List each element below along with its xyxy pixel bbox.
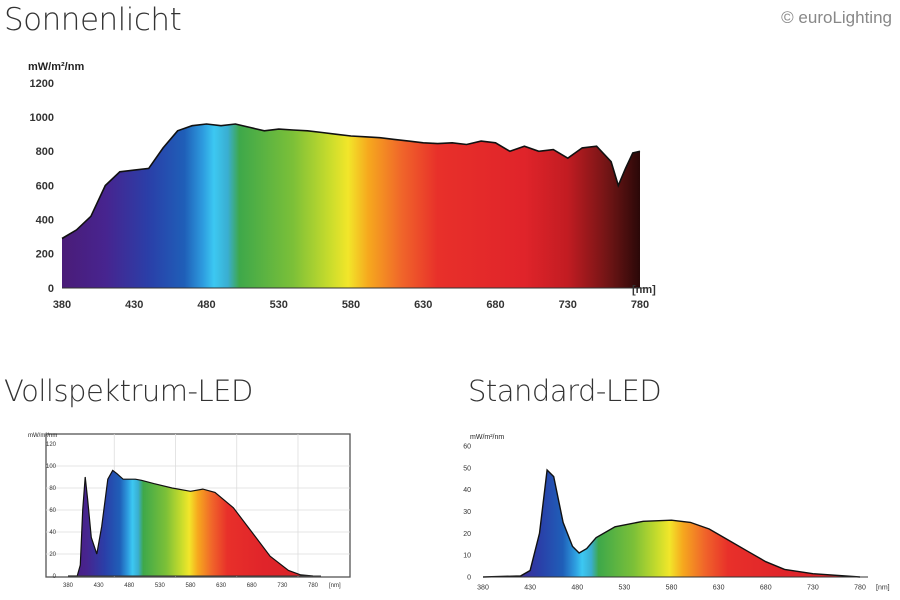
x-tick-label: 780: [308, 583, 319, 589]
plot-frame: [45, 433, 351, 578]
x-tick-label: 530: [619, 585, 631, 592]
x-tick-label: 730: [807, 585, 819, 592]
x-tick-label: 480: [571, 585, 583, 592]
x-tick-label: 680: [760, 585, 772, 592]
x-tick-label: 480: [124, 583, 135, 589]
y-axis-label: mW/m²/nm: [470, 434, 504, 441]
y-tick-label: 40: [49, 530, 56, 536]
y-tick-label: 1000: [30, 112, 54, 124]
x-tick-label: 580: [185, 583, 196, 589]
spectrum-line: [482, 468, 861, 578]
x-tick-label: 530: [270, 299, 288, 311]
x-tick-label: 380: [63, 583, 74, 589]
spectrum-line: [61, 123, 641, 240]
y-tick-label: 0: [467, 574, 471, 581]
chart-title-vollspektrum-led: Vollspektrum-LED: [4, 374, 253, 408]
x-tick-label: 430: [524, 585, 536, 592]
y-tick-label: 40: [463, 487, 471, 494]
chart-2: 380 430 480 530 580 630 680 730 780 0 10 20 30 40 50 60…: [463, 434, 889, 592]
x-tick-label: 380: [477, 585, 489, 592]
x-tick-label: 630: [216, 583, 227, 589]
chart-1: 380 430 480 530 580 630 680 730 780 0 20 40 60 80 100 1…: [28, 433, 351, 589]
spectrum-area: [483, 470, 860, 577]
y-axis-label: mW/m²/nm: [28, 433, 57, 439]
y-tick-label: 200: [36, 249, 54, 261]
x-tick-label: 680: [486, 299, 504, 311]
y-tick-label: 20: [463, 531, 471, 538]
x-tick-label: 530: [155, 583, 166, 589]
y-tick-label: 80: [49, 486, 56, 492]
spectrum-area: [62, 124, 640, 288]
x-tick-label: 630: [713, 585, 725, 592]
y-tick-label: 50: [463, 465, 471, 472]
x-tick-label: 780: [854, 585, 866, 592]
x-unit-label: [nm]: [632, 284, 656, 296]
x-unit-label: [nm]: [329, 583, 341, 589]
x-unit-label: [nm]: [876, 585, 890, 592]
y-tick-label: 120: [46, 442, 57, 448]
x-tick-label: 730: [559, 299, 577, 311]
y-tick-label: 60: [49, 508, 56, 514]
y-tick-label: 10: [463, 553, 471, 560]
y-tick-label: 400: [36, 215, 54, 227]
y-tick-label: 60: [463, 443, 471, 450]
y-axis-label: mW/m²/nm: [28, 61, 84, 73]
x-tick-label: 780: [631, 299, 649, 311]
chart-0: 380 430 480 530 580 630 680 730 780 0 200 400 600 800…: [28, 61, 656, 311]
x-tick-label: 630: [414, 299, 432, 311]
copyright-watermark: © euroLighting: [781, 8, 892, 27]
x-tick-label: 380: [53, 299, 71, 311]
y-tick-label: 20: [49, 552, 56, 558]
y-tick-label: 0: [53, 574, 57, 580]
y-tick-label: 1200: [30, 78, 54, 90]
spectrum-area: [68, 470, 313, 576]
x-tick-label: 580: [342, 299, 360, 311]
y-tick-label: 30: [463, 509, 471, 516]
x-tick-label: 680: [247, 583, 258, 589]
chart-title-standard-led: Standard-LED: [468, 374, 662, 408]
x-tick-label: 430: [94, 583, 105, 589]
chart-title-sonnenlicht: Sonnenlicht: [4, 2, 182, 38]
y-tick-label: 0: [48, 283, 54, 295]
y-tick-label: 800: [36, 146, 54, 158]
spectrum-line: [68, 469, 314, 577]
x-tick-label: 730: [277, 583, 288, 589]
x-tick-label: 580: [666, 585, 678, 592]
y-tick-label: 600: [36, 180, 54, 192]
x-tick-label: 430: [125, 299, 143, 311]
y-tick-label: 100: [46, 464, 57, 470]
x-tick-label: 480: [197, 299, 215, 311]
